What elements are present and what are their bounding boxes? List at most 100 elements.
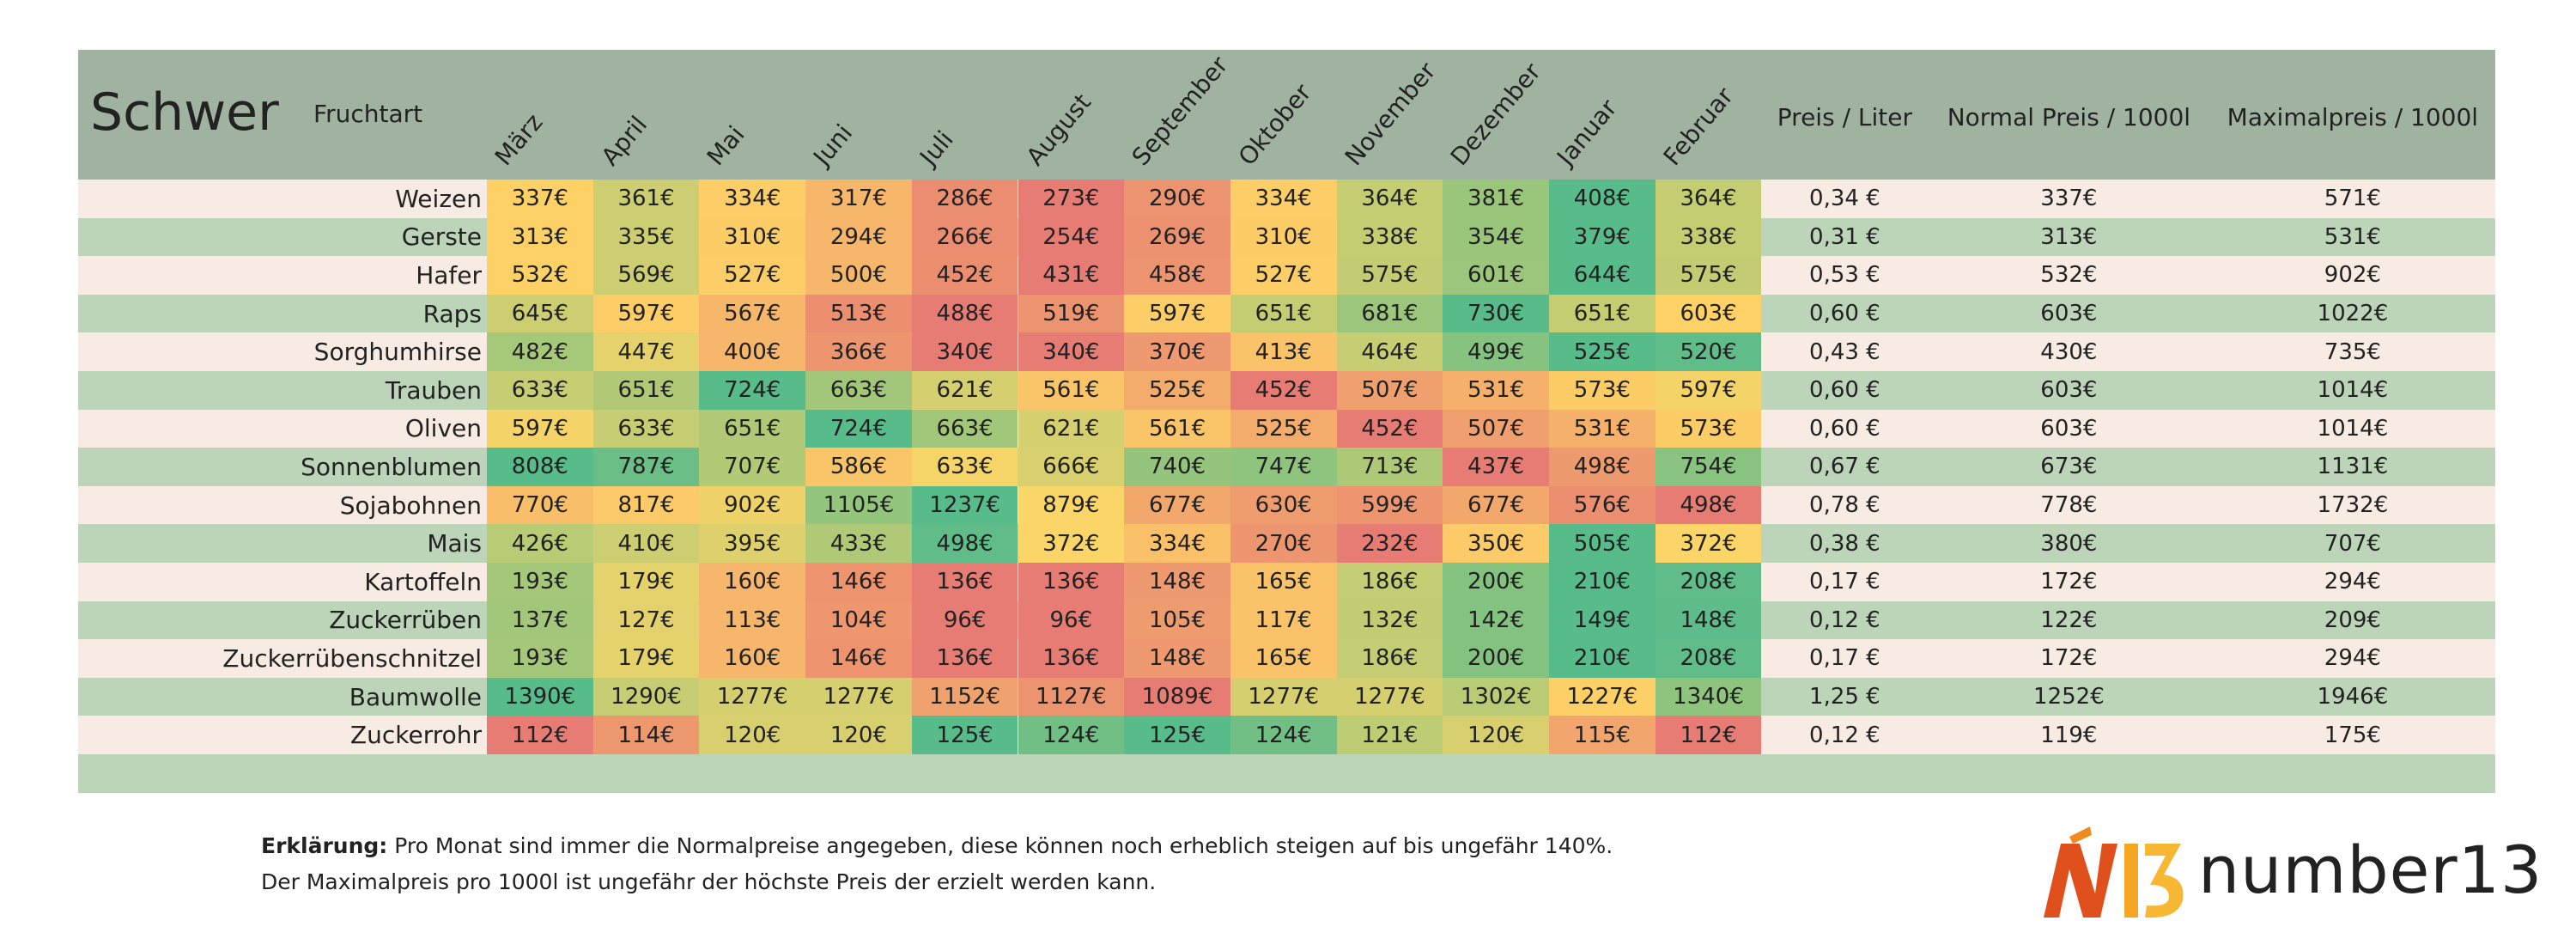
month-price: 527€ bbox=[1230, 256, 1337, 295]
row-name: Trauben bbox=[385, 375, 482, 405]
footnote-label: Erklärung: bbox=[261, 833, 388, 858]
price-cell: 603€ bbox=[2040, 415, 2098, 442]
price-cell: 0,17 € bbox=[1809, 569, 1880, 595]
month-price: 137€ bbox=[487, 601, 593, 640]
month-price: 408€ bbox=[1549, 180, 1656, 218]
price-cell: 778€ bbox=[2040, 492, 2098, 519]
month-price: 713€ bbox=[1336, 448, 1443, 486]
month-price: 1152€ bbox=[911, 677, 1018, 716]
month-price: 573€ bbox=[1549, 371, 1656, 410]
month-price: 601€ bbox=[1443, 256, 1549, 295]
month-price: 340€ bbox=[1018, 332, 1125, 371]
month-price: 146€ bbox=[805, 563, 912, 601]
price-cell: 0,78 € bbox=[1809, 492, 1880, 519]
month-price: 270€ bbox=[1230, 524, 1337, 563]
month-price: 464€ bbox=[1336, 332, 1443, 371]
row-name: Raps bbox=[422, 299, 482, 328]
month-price: 370€ bbox=[1124, 332, 1230, 371]
month-price: 136€ bbox=[1018, 563, 1125, 601]
month-price: 431€ bbox=[1018, 256, 1125, 295]
logo-n bbox=[2044, 844, 2117, 918]
price-cell: 707€ bbox=[2324, 530, 2381, 557]
month-price: 112€ bbox=[1655, 716, 1762, 754]
month-price: 1290€ bbox=[592, 677, 700, 716]
month-price: 334€ bbox=[1124, 524, 1230, 563]
price-cell: 209€ bbox=[2324, 607, 2381, 633]
price-table: Schwer Fruchtart März April Mai Juni Juli Aug… bbox=[78, 50, 2495, 793]
month-price: 120€ bbox=[805, 716, 912, 754]
month-price: 666€ bbox=[1018, 448, 1125, 486]
month-price: 488€ bbox=[911, 294, 1018, 333]
price-cell: 1014€ bbox=[2317, 377, 2389, 404]
table-title: Schwer bbox=[90, 82, 279, 143]
month-price: 149€ bbox=[1549, 601, 1656, 640]
price-cell: 603€ bbox=[2040, 301, 2098, 327]
month-price: 817€ bbox=[592, 485, 700, 525]
month-price: 525€ bbox=[1230, 409, 1337, 448]
column-label: Fruchtart bbox=[313, 100, 423, 128]
logo-three bbox=[2145, 844, 2184, 918]
month-price: 561€ bbox=[1018, 371, 1125, 410]
month-price: 621€ bbox=[1018, 409, 1125, 448]
month-price: 379€ bbox=[1549, 217, 1656, 257]
month-price: 208€ bbox=[1655, 639, 1762, 678]
price-cell: 430€ bbox=[2040, 338, 2098, 365]
month-price: 136€ bbox=[911, 639, 1018, 678]
month-price: 663€ bbox=[911, 409, 1018, 448]
month-price: 1277€ bbox=[1336, 677, 1443, 716]
month-price: 724€ bbox=[805, 409, 912, 448]
month-price: 1127€ bbox=[1018, 677, 1125, 716]
month-price: 136€ bbox=[1018, 639, 1125, 678]
price-cell: 532€ bbox=[2040, 262, 2098, 289]
month-price: 651€ bbox=[1230, 294, 1337, 333]
price-cell: 175€ bbox=[2324, 722, 2381, 748]
month-price: 266€ bbox=[911, 217, 1018, 257]
month-price: 334€ bbox=[1230, 180, 1337, 218]
month-price: 395€ bbox=[699, 524, 806, 563]
footnote-text: Pro Monat sind immer die Normalpreise an… bbox=[387, 833, 1613, 858]
month-price: 400€ bbox=[699, 332, 806, 371]
row-name: Hafer bbox=[416, 260, 482, 290]
month-price: 148€ bbox=[1124, 563, 1230, 601]
month-price: 115€ bbox=[1549, 716, 1656, 754]
price-cell: 1946€ bbox=[2317, 684, 2389, 710]
month-price: 294€ bbox=[805, 217, 912, 257]
month-price: 498€ bbox=[911, 524, 1018, 563]
month-price: 531€ bbox=[1443, 371, 1549, 410]
row-name: Kartoffeln bbox=[364, 567, 482, 596]
price-cell: 0,67 € bbox=[1809, 454, 1880, 480]
month-price: 105€ bbox=[1124, 601, 1230, 640]
price-cell: 172€ bbox=[2040, 645, 2098, 672]
month-price: 1227€ bbox=[1549, 677, 1656, 716]
month-price: 437€ bbox=[1443, 448, 1549, 486]
header-band bbox=[78, 50, 2495, 180]
month-price: 208€ bbox=[1655, 563, 1762, 601]
month-price: 499€ bbox=[1443, 332, 1549, 371]
column-header: Maximalpreis / 1000l bbox=[2227, 102, 2479, 131]
month-price: 633€ bbox=[592, 409, 700, 448]
month-price: 193€ bbox=[487, 639, 593, 678]
month-price: 681€ bbox=[1336, 294, 1443, 333]
month-price: 146€ bbox=[805, 639, 912, 678]
month-price: 148€ bbox=[1655, 601, 1762, 640]
month-price: 500€ bbox=[805, 256, 912, 295]
month-price: 740€ bbox=[1124, 448, 1230, 486]
month-price: 677€ bbox=[1124, 485, 1230, 525]
month-price: 603€ bbox=[1655, 294, 1762, 333]
month-price: 165€ bbox=[1230, 563, 1337, 601]
month-price: 165€ bbox=[1230, 639, 1337, 678]
month-price: 124€ bbox=[1018, 716, 1125, 754]
row-name: Zuckerrübenschnitzel bbox=[222, 643, 482, 673]
month-price: 525€ bbox=[1549, 332, 1656, 371]
month-price: 120€ bbox=[1443, 716, 1549, 754]
logo-icon bbox=[2044, 826, 2184, 918]
price-cell: 0,60 € bbox=[1809, 377, 1880, 404]
month-price: 567€ bbox=[699, 294, 806, 333]
month-price: 575€ bbox=[1336, 256, 1443, 295]
month-price: 575€ bbox=[1655, 256, 1762, 295]
month-price: 125€ bbox=[911, 716, 1018, 754]
month-price: 114€ bbox=[592, 716, 700, 754]
month-price: 527€ bbox=[699, 256, 806, 295]
month-price: 127€ bbox=[592, 601, 700, 640]
